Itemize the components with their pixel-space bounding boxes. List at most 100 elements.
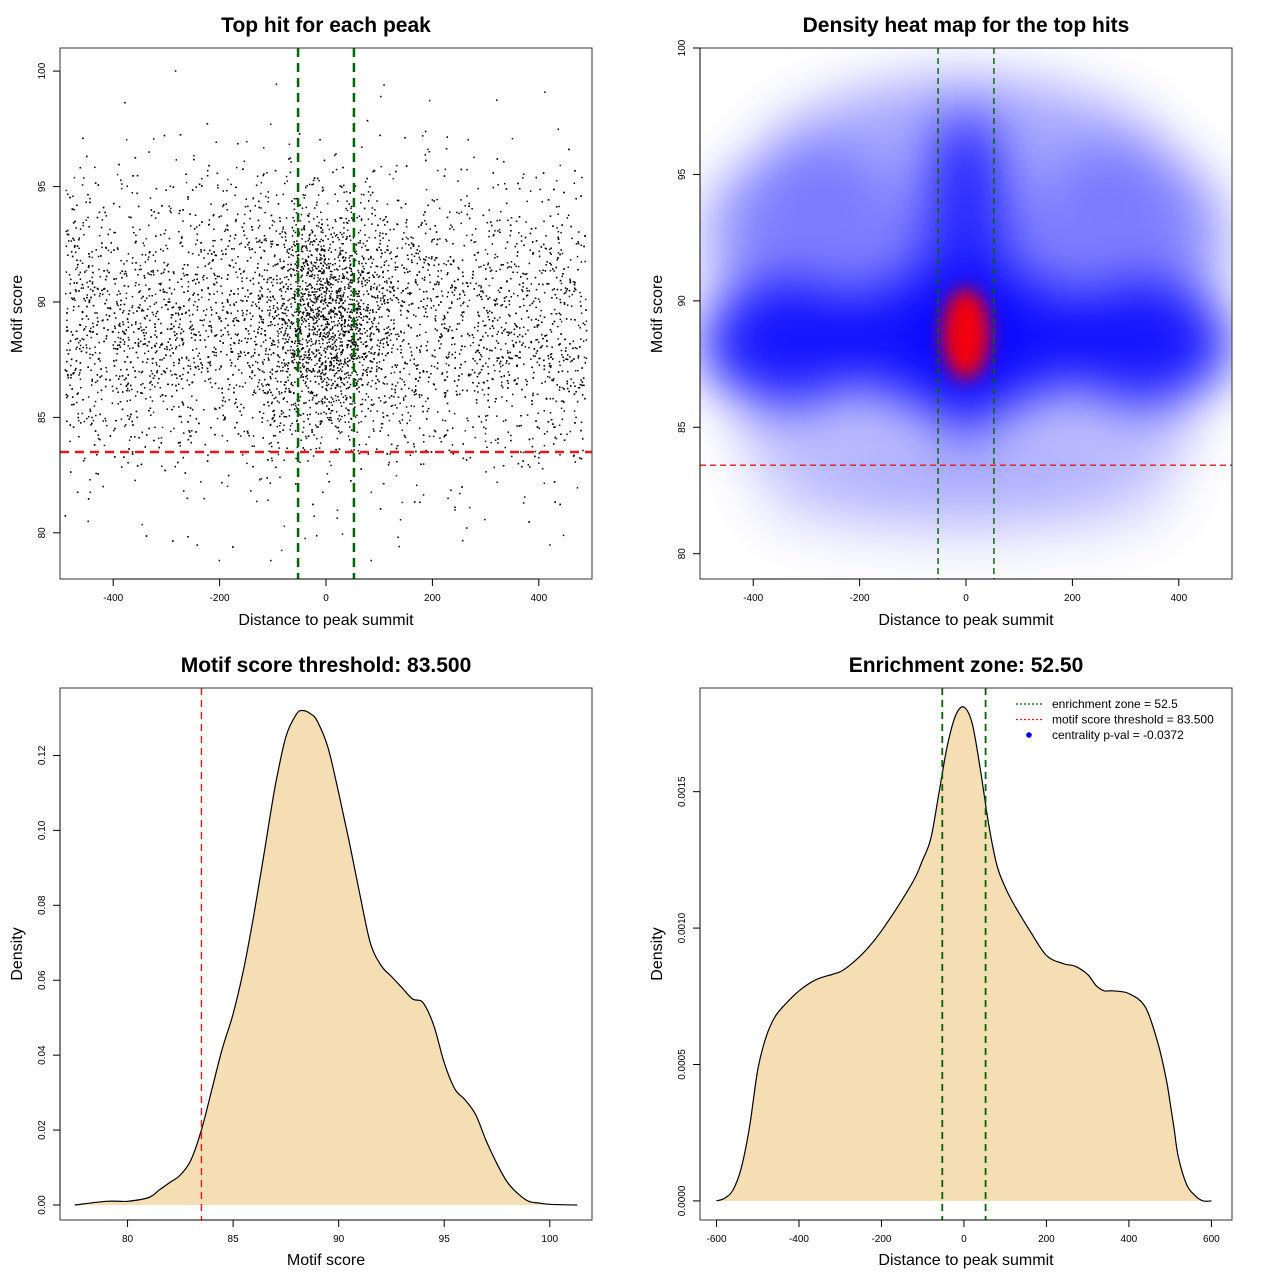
scatter-point <box>163 357 165 359</box>
scatter-point <box>494 300 497 302</box>
scatter-point <box>288 391 290 393</box>
scatter-point <box>66 396 68 399</box>
scatter-point <box>453 412 456 415</box>
scatter-point <box>466 195 468 197</box>
scatter-point <box>432 435 435 438</box>
scatter-point <box>423 279 426 281</box>
scatter-point <box>461 389 464 392</box>
scatter-point <box>536 393 539 395</box>
scatter-point <box>83 177 85 179</box>
scatter-point <box>487 262 490 264</box>
scatter-point <box>567 354 569 356</box>
scatter-point <box>382 359 385 361</box>
scatter-point <box>89 357 91 359</box>
scatter-point <box>254 271 256 274</box>
scatter-point <box>436 198 438 201</box>
scatter-point <box>342 349 344 351</box>
scatter-point <box>235 317 237 319</box>
scatter-point <box>91 265 94 267</box>
scatter-point <box>108 262 110 265</box>
scatter-point <box>349 235 351 237</box>
scatter-point <box>545 235 547 237</box>
scatter-point <box>487 372 490 375</box>
scatter-point <box>555 266 557 269</box>
scatter-point <box>264 238 267 240</box>
scatter-point <box>560 433 562 435</box>
scatter-point <box>573 393 576 395</box>
scatter-point <box>462 443 464 445</box>
scatter-point <box>273 255 276 258</box>
scatter-point <box>104 211 106 214</box>
scatter-point <box>488 230 490 232</box>
scatter-point <box>127 321 129 323</box>
scatter-point <box>201 178 203 180</box>
scatter-point <box>141 310 143 312</box>
scatter-point <box>451 343 453 346</box>
scatter-point <box>165 354 167 356</box>
scatter-point <box>78 374 80 376</box>
scatter-point <box>76 204 78 206</box>
scatter-point <box>400 348 403 351</box>
scatter-point <box>553 188 555 191</box>
scatter-point <box>113 231 115 234</box>
scatter-point <box>283 312 285 315</box>
scatter-point <box>67 373 69 376</box>
scatter-point <box>474 241 477 243</box>
scatter-point <box>227 331 229 333</box>
scatter-point <box>424 219 426 222</box>
scatter-point <box>216 290 219 293</box>
scatter-point <box>355 371 357 374</box>
scatter-point <box>492 378 494 381</box>
scatter-point <box>260 316 263 318</box>
scatter-point <box>562 273 564 275</box>
scatter-point <box>115 387 118 390</box>
scatter-point <box>153 211 155 213</box>
scatter-point <box>385 280 388 282</box>
scatter-point <box>122 310 125 312</box>
scatter-point <box>488 209 490 211</box>
scatter-point <box>136 174 139 177</box>
scatter-point <box>271 459 273 462</box>
scatter-point <box>477 187 479 190</box>
scatter-point <box>415 393 417 395</box>
scatter-point <box>190 326 192 328</box>
scatter-point <box>146 434 148 436</box>
scatter-point <box>477 349 479 352</box>
scatter-point <box>559 298 561 301</box>
scatter-point <box>336 437 339 440</box>
scatter-point <box>530 358 532 360</box>
scatter-point <box>396 445 399 447</box>
scatter-point <box>426 371 428 373</box>
scatter-point <box>319 423 321 425</box>
scatter-point <box>331 276 333 279</box>
scatter-point <box>438 347 441 349</box>
scatter-point <box>88 301 91 304</box>
scatter-point <box>526 414 529 416</box>
scatter-point <box>527 464 530 466</box>
scatter-point <box>262 147 265 149</box>
scatter-point <box>126 356 129 358</box>
scatter-point <box>309 413 311 416</box>
scatter-point <box>387 352 389 354</box>
scatter-point <box>207 252 209 255</box>
scatter-point <box>434 430 437 433</box>
scatter-point <box>111 385 114 388</box>
scatter-point <box>422 463 425 465</box>
scatter-point <box>174 373 176 375</box>
scatter-point <box>274 344 276 346</box>
scatter-point <box>561 354 563 356</box>
scatter-point <box>503 330 505 332</box>
scatter-point <box>359 357 361 359</box>
scatter-point <box>425 223 427 225</box>
scatter-point <box>491 325 494 327</box>
scatter-point <box>214 408 217 411</box>
scatter-point <box>358 444 361 446</box>
scatter-point <box>315 350 318 352</box>
scatter-point <box>332 241 334 243</box>
scatter-point <box>192 328 195 330</box>
scatter-point <box>166 348 168 351</box>
scatter-point <box>130 361 132 363</box>
scatter-point <box>94 400 97 403</box>
scatter-point <box>401 429 403 432</box>
scatter-point <box>509 351 511 354</box>
